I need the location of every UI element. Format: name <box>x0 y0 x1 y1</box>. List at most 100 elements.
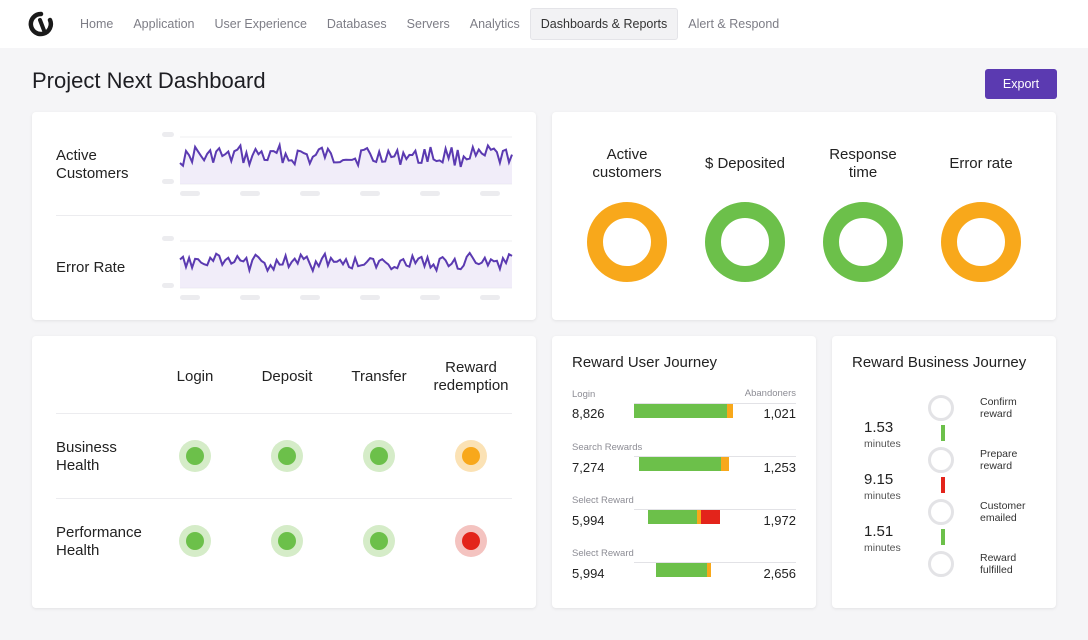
nav-databases[interactable]: Databases <box>326 17 387 31</box>
journey-bar-warning[interactable] <box>721 457 729 471</box>
journey-link <box>941 529 945 545</box>
status-ring-deposited[interactable] <box>704 201 786 283</box>
journey-step-count: 5,994 <box>572 566 605 581</box>
health-matrix-card: Login Deposit Transfer Reward redemption… <box>32 336 536 608</box>
ring-label-active-customers: Active customers <box>592 146 662 181</box>
journey-step-label: Search Rewards <box>572 442 643 453</box>
journey-link <box>941 477 945 493</box>
status-dot-core <box>278 532 296 550</box>
status-dot-core <box>370 532 388 550</box>
status-dot-core <box>462 447 480 465</box>
status-ring-response-time[interactable] <box>822 201 904 283</box>
matrix-row-divider <box>56 498 512 499</box>
nav-servers[interactable]: Servers <box>406 17 450 31</box>
status-dot-core <box>462 532 480 550</box>
col-header-login: Login <box>176 368 214 385</box>
nav-user-experience[interactable]: User Experience <box>214 17 307 31</box>
export-button[interactable]: Export <box>985 69 1057 99</box>
journey-bar-success[interactable] <box>648 510 697 524</box>
journey-step-label: Reward fulfilled <box>980 552 1017 576</box>
journey-step-count: 5,994 <box>572 513 605 528</box>
nav-alert-respond[interactable]: Alert & Respond <box>688 17 780 31</box>
journey-bar-success[interactable] <box>634 404 727 418</box>
status-dot-performance-login[interactable] <box>179 525 211 557</box>
status-dot-core <box>370 447 388 465</box>
status-dot-business-transfer[interactable] <box>363 440 395 472</box>
col-header-deposit: Deposit <box>261 368 313 385</box>
journey-bar-success[interactable] <box>639 457 721 471</box>
journey-duration: 1.51 minutes <box>864 523 901 554</box>
journey-track <box>634 562 796 563</box>
journey-node-customer-emailed[interactable] <box>928 499 954 525</box>
journey-step-count: 7,274 <box>572 460 605 475</box>
journey-bar-critical[interactable] <box>701 510 720 524</box>
status-ring-error-rate[interactable] <box>940 201 1022 283</box>
error-rate-sparkline[interactable] <box>160 232 516 304</box>
col-header-transfer: Transfer <box>351 368 407 385</box>
status-dot-core <box>186 532 204 550</box>
journey-step-label: Confirm reward <box>980 396 1017 420</box>
nav-application[interactable]: Application <box>133 17 195 31</box>
page-title: Project Next Dashboard <box>32 68 266 93</box>
status-dot-business-login[interactable] <box>179 440 211 472</box>
row-label-business-health: Business Health <box>56 439 117 474</box>
status-ring-active-customers[interactable] <box>586 201 668 283</box>
reward-user-journey-card: Reward User Journey Abandoners Login 8,8… <box>552 336 816 608</box>
journey-node-confirm-reward[interactable] <box>928 395 954 421</box>
journey-step-abandoners: 1,021 <box>763 406 796 421</box>
journey-track <box>634 509 796 510</box>
reward-business-journey-card: Reward Business Journey 1.53 minutes 9.1… <box>832 336 1056 608</box>
journey-bar-warning[interactable] <box>707 563 711 577</box>
journey-track <box>634 456 796 457</box>
journey-node-prepare-reward[interactable] <box>928 447 954 473</box>
top-nav-bar: Home Application User Experience Databas… <box>0 0 1088 48</box>
journey-step-label: Select Reward <box>572 548 634 559</box>
logo-mark-icon[interactable] <box>28 11 54 37</box>
error-rate-sparkline-line <box>179 251 513 275</box>
journey-step-abandoners: 1,253 <box>763 460 796 475</box>
main-nav: Home Application User Experience Databas… <box>70 8 789 40</box>
status-dot-performance-reward[interactable] <box>455 525 487 557</box>
error-rate-sparkline-area <box>180 253 512 288</box>
status-dot-business-deposit[interactable] <box>271 440 303 472</box>
journey-node-reward-fulfilled[interactable] <box>928 551 954 577</box>
ring-label-response-time: Response time <box>829 146 897 181</box>
journey-step-label: Login <box>572 389 596 400</box>
status-dot-core <box>278 447 296 465</box>
journey-duration: 9.15 minutes <box>864 471 901 502</box>
ring-label-error-rate: Error rate <box>949 155 1013 172</box>
journey-bar-warning[interactable] <box>697 510 701 524</box>
sparkline-x-ticks <box>180 191 500 196</box>
status-dot-business-reward[interactable] <box>455 440 487 472</box>
journey-step-label: Select Reward <box>572 495 634 506</box>
sparkline-label-error-rate: Error Rate <box>56 259 126 276</box>
status-rings-card: Active customers $ Deposited Response ti… <box>552 112 1056 320</box>
abandoners-header: Abandoners <box>744 388 796 399</box>
journey-bar-success[interactable] <box>656 563 707 577</box>
status-dot-performance-transfer[interactable] <box>363 525 395 557</box>
sparkline-x-ticks <box>180 295 500 300</box>
journey-link <box>941 425 945 441</box>
active-customers-sparkline[interactable] <box>160 128 516 200</box>
matrix-header-divider <box>56 413 512 414</box>
col-header-reward-redemption: Reward redemption <box>433 359 509 394</box>
journey-bar-warning[interactable] <box>727 404 733 418</box>
journey-step-label: Prepare reward <box>980 448 1018 472</box>
sparkline-divider <box>56 215 512 216</box>
status-dot-core <box>186 447 204 465</box>
nav-dashboards-reports[interactable]: Dashboards & Reports <box>529 8 679 40</box>
journey-track <box>634 403 796 404</box>
active-customers-sparkline-line <box>179 141 513 169</box>
status-dot-performance-deposit[interactable] <box>271 525 303 557</box>
journey-step-label: Customer emailed <box>980 500 1026 524</box>
sparkline-label-active-customers: Active Customers <box>56 147 129 182</box>
row-label-performance-health: Performance Health <box>56 524 142 559</box>
journey-step-count: 8,826 <box>572 406 605 421</box>
reward-user-journey-title: Reward User Journey <box>572 354 718 371</box>
nav-home[interactable]: Home <box>80 17 114 31</box>
sparkline-card: Active Customers Error Rate <box>32 112 536 320</box>
nav-analytics[interactable]: Analytics <box>469 17 520 31</box>
reward-business-journey-title: Reward Business Journey <box>852 354 1027 371</box>
ring-label-deposited: $ Deposited <box>704 155 786 172</box>
journey-step-abandoners: 1,972 <box>763 513 796 528</box>
